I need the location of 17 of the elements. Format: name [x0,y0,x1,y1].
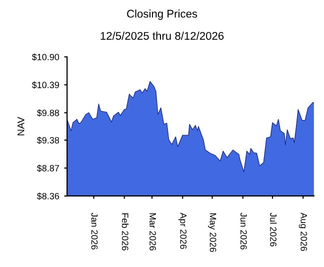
x-tick-label: Aug 2026 [298,212,308,251]
x-tick-label: Apr 2026 [178,212,187,249]
chart-title: Closing Prices [127,10,198,20]
y-tick-label: $9.38 [36,136,60,144]
y-tick-label: $8.36 [36,192,60,200]
y-tick-label: $10.90 [32,53,60,61]
chart-subtitle: 12/5/2025 thru 8/12/2026 [100,32,224,40]
x-tick-label: May 2026 [208,213,216,252]
x-tick-label: Mar 2026 [150,213,156,250]
y-tick-label: $8.87 [36,164,59,172]
x-tick-label: Jan 2026 [91,212,98,250]
x-tick-label: Jun 2026 [240,212,247,250]
y-tick-label: $10.39 [32,81,60,89]
x-tick-label: Jul 2026 [270,212,277,246]
y-tick-label: $9.88 [36,109,60,117]
y-axis-title: NAV [18,116,24,136]
x-tick-label: Feb 2026 [122,213,129,250]
